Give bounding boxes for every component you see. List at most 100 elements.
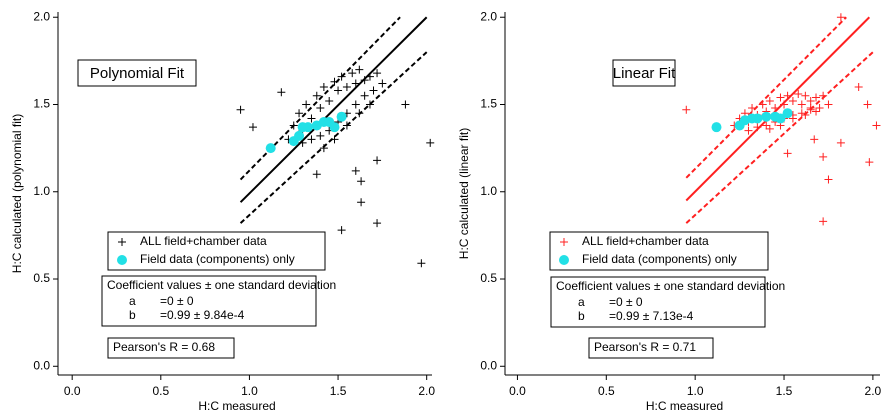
legend	[107, 231, 326, 271]
data-point	[797, 109, 806, 118]
coefficients-header: Coefficient values ± one standard deviat…	[107, 278, 336, 292]
legend-label: Field data (components) only	[140, 252, 295, 266]
fit-line	[685, 16, 847, 179]
data-point	[365, 100, 374, 109]
data-point	[782, 108, 793, 119]
x-tick-label: 1.0	[687, 384, 704, 398]
legend-marker	[559, 255, 569, 265]
data-point	[824, 100, 833, 109]
data-point	[312, 91, 321, 100]
x-tick-label: 0.5	[598, 384, 615, 398]
data-point	[810, 135, 819, 144]
data-point	[316, 131, 325, 140]
data-point	[682, 105, 691, 114]
data-point	[752, 113, 763, 124]
data-point	[316, 103, 325, 112]
data-point	[865, 158, 874, 167]
fit-line	[239, 51, 428, 224]
data-point	[819, 152, 828, 161]
data-point	[776, 93, 785, 102]
coefficient-cell: a	[578, 295, 585, 309]
data-point	[801, 91, 810, 100]
data-point	[373, 156, 382, 165]
legend-label: ALL field+chamber data	[582, 234, 709, 248]
data-point	[295, 109, 304, 118]
x-tick-label: 0.0	[64, 384, 81, 398]
data-point	[355, 65, 364, 74]
data-point	[334, 86, 343, 95]
x-tick-label: 2.0	[865, 384, 882, 398]
fit-line	[685, 51, 874, 224]
data-point	[854, 83, 863, 92]
data-point	[307, 114, 316, 123]
data-point	[373, 69, 382, 78]
data-point	[373, 219, 382, 228]
coefficient-cell: =0 ± 0	[160, 294, 194, 308]
data-point	[761, 111, 772, 122]
data-point	[788, 114, 797, 123]
data-point	[765, 124, 774, 133]
data-point	[765, 97, 774, 106]
y-tick-label: 0.5	[33, 271, 50, 285]
y-tick-label: 1.5	[33, 97, 50, 111]
y-tick-label: 1.0	[33, 184, 50, 198]
data-point	[426, 138, 435, 147]
data-point	[360, 91, 369, 100]
data-point	[744, 126, 753, 135]
data-point	[815, 103, 824, 112]
title-box	[77, 59, 197, 87]
coefficient-cell: =0.99 ± 7.13e-4	[609, 309, 694, 323]
data-point	[277, 88, 286, 97]
data-point	[302, 100, 311, 109]
data-point	[794, 90, 803, 99]
y-tick-label: 0.0	[33, 358, 50, 372]
data-point	[806, 97, 815, 106]
legend-marker	[560, 238, 568, 246]
data-point	[348, 69, 357, 78]
data-point	[302, 122, 313, 133]
data-point	[329, 122, 340, 133]
data-point	[783, 149, 792, 158]
data-point	[248, 123, 257, 132]
x-tick-label: 2.0	[418, 384, 435, 398]
title-box	[612, 59, 676, 87]
pearson-box	[107, 337, 235, 359]
x-axis-label: H:C measured	[198, 399, 275, 413]
pearson-label: Pearson's R = 0.68	[113, 340, 215, 354]
data-point	[336, 111, 347, 122]
data-point	[342, 83, 351, 92]
coefficients-header: Coefficient values ± one standard deviat…	[556, 279, 785, 293]
chart-title: Linear Fit	[613, 65, 676, 82]
fit-line	[685, 16, 871, 202]
data-point	[812, 107, 821, 116]
data-point	[337, 226, 346, 235]
data-point	[351, 100, 360, 109]
y-tick-label: 0.0	[480, 358, 497, 372]
chart-title: Polynomial Fit	[90, 65, 185, 82]
data-point	[775, 113, 786, 124]
y-axis-label: H:C calculated (polynomial fit)	[10, 114, 24, 273]
data-point	[762, 121, 771, 130]
data-point	[863, 100, 872, 109]
data-point	[319, 83, 328, 92]
x-tick-label: 1.0	[241, 384, 258, 398]
legend-marker	[117, 255, 127, 265]
data-point	[797, 100, 806, 109]
coefficient-cell: =0 ± 0	[609, 295, 643, 309]
data-point	[325, 97, 334, 106]
fit-line	[239, 16, 401, 181]
coefficient-cell: =0.99 ± 9.84e-4	[160, 308, 245, 322]
data-point	[369, 86, 378, 95]
data-point	[711, 122, 722, 133]
legend	[549, 231, 769, 271]
data-point	[836, 13, 845, 22]
data-point	[294, 130, 305, 141]
data-point	[351, 166, 360, 175]
data-point	[265, 143, 276, 154]
data-point	[872, 121, 881, 130]
y-tick-label: 1.0	[480, 184, 497, 198]
x-tick-label: 1.5	[330, 384, 347, 398]
data-point	[236, 105, 245, 114]
